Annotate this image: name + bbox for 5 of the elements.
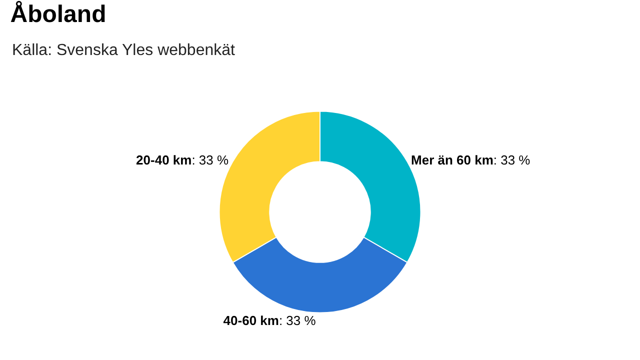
slice-label: 40-60 km	[223, 312, 279, 328]
chart-subtitle: Källa: Svenska Yles webbenkät	[12, 42, 236, 59]
chart-title: Åboland	[10, 0, 106, 28]
slice-label: Mer än 60 km	[411, 152, 494, 168]
slice-label: 20-40 km	[136, 152, 192, 168]
